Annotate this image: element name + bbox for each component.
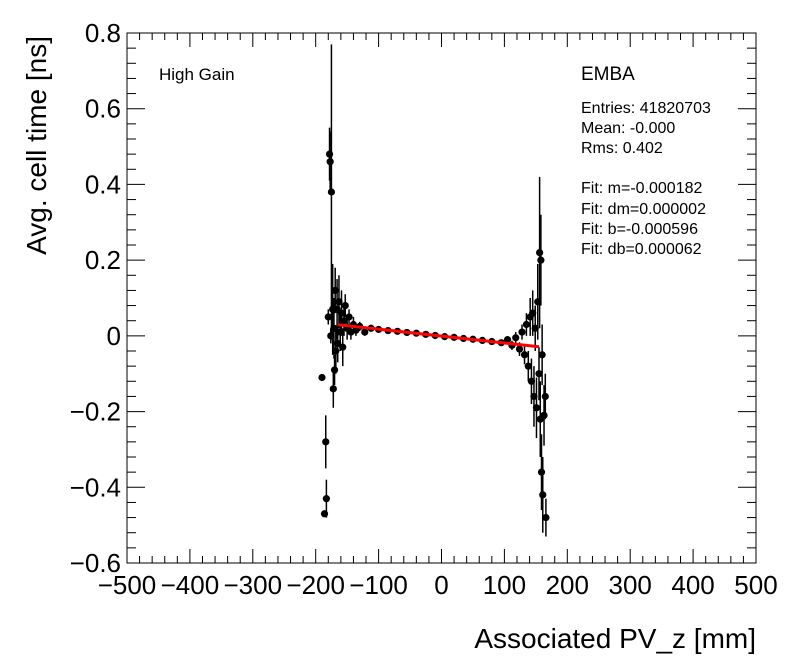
data-point — [541, 392, 549, 401]
data-point — [512, 334, 520, 342]
stats-entries: Entries: 41820703 — [581, 100, 711, 117]
x-tick-label: −300 — [224, 570, 283, 600]
x-tick-label: −500 — [98, 570, 157, 600]
data-point — [322, 495, 330, 503]
data-point — [340, 317, 348, 325]
x-tick-label: 100 — [483, 570, 526, 600]
x-tick-label: −200 — [286, 570, 345, 600]
data-point — [518, 328, 526, 336]
data-point — [538, 351, 546, 359]
x-tick-label: −400 — [161, 570, 220, 600]
data-point — [520, 351, 529, 359]
y-tick-label: −0.4 — [70, 472, 121, 502]
y-tick-label: 0.8 — [85, 18, 121, 48]
data-point — [329, 385, 337, 393]
x-tick-label: 200 — [546, 570, 589, 600]
data-point — [324, 313, 332, 321]
fit-dm: Fit: dm=0.000002 — [581, 201, 706, 218]
y-tick-label: 0 — [107, 321, 121, 351]
x-tick-label: 500 — [734, 570, 777, 600]
stats-rms: Rms: 0.402 — [581, 140, 663, 157]
data-point — [503, 336, 512, 344]
data-point — [524, 362, 532, 370]
x-tick-label: 0 — [434, 570, 448, 600]
fit-db: Fit: db=0.000062 — [581, 241, 702, 258]
y-tick-label: 0.6 — [85, 94, 121, 124]
data-point — [326, 158, 334, 166]
y-tick-label: −0.2 — [70, 397, 121, 427]
data-point — [542, 513, 550, 522]
x-tick-label: 400 — [671, 570, 714, 600]
stats-mean: Mean: -0.000 — [581, 120, 675, 137]
y-axis-title: Avg. cell time [ns] — [21, 36, 52, 255]
data-point — [361, 328, 369, 336]
data-points — [318, 44, 550, 537]
x-tick-label: 300 — [609, 570, 652, 600]
y-tick-label: 0.4 — [85, 169, 121, 199]
x-axis-title: Associated PV_z [mm] — [474, 623, 756, 654]
data-point — [318, 373, 326, 382]
data-point — [515, 345, 524, 353]
y-tick-label: −0.6 — [70, 548, 121, 578]
x-tick-label: −100 — [349, 570, 408, 600]
x-tick-labels: −500 −400 −300 −200 −100 0 100 200 300 400 500 — [98, 570, 778, 600]
data-point — [322, 438, 330, 446]
partition-label: EMBA — [581, 64, 635, 85]
data-point — [330, 366, 339, 374]
fit-line — [337, 323, 540, 349]
gain-label: High Gain — [159, 65, 235, 84]
axis-ticks — [126, 32, 757, 564]
y-tick-label: 0.2 — [85, 245, 121, 275]
fit-m: Fit: m=-0.000182 — [581, 180, 703, 197]
data-point — [327, 188, 336, 196]
data-point — [539, 491, 547, 499]
data-point — [522, 320, 531, 329]
data-point — [536, 248, 544, 257]
data-point — [540, 411, 548, 419]
y-tick-labels: −0.6 −0.4 −0.2 0 0.2 0.4 0.6 0.8 — [70, 18, 121, 578]
data-point — [537, 256, 545, 264]
data-point — [345, 313, 353, 321]
data-point — [341, 301, 349, 310]
data-point — [537, 468, 546, 476]
fit-b: Fit: b=-0.000596 — [581, 221, 698, 238]
data-point — [532, 404, 541, 412]
data-point — [535, 370, 543, 378]
data-point — [339, 343, 347, 351]
